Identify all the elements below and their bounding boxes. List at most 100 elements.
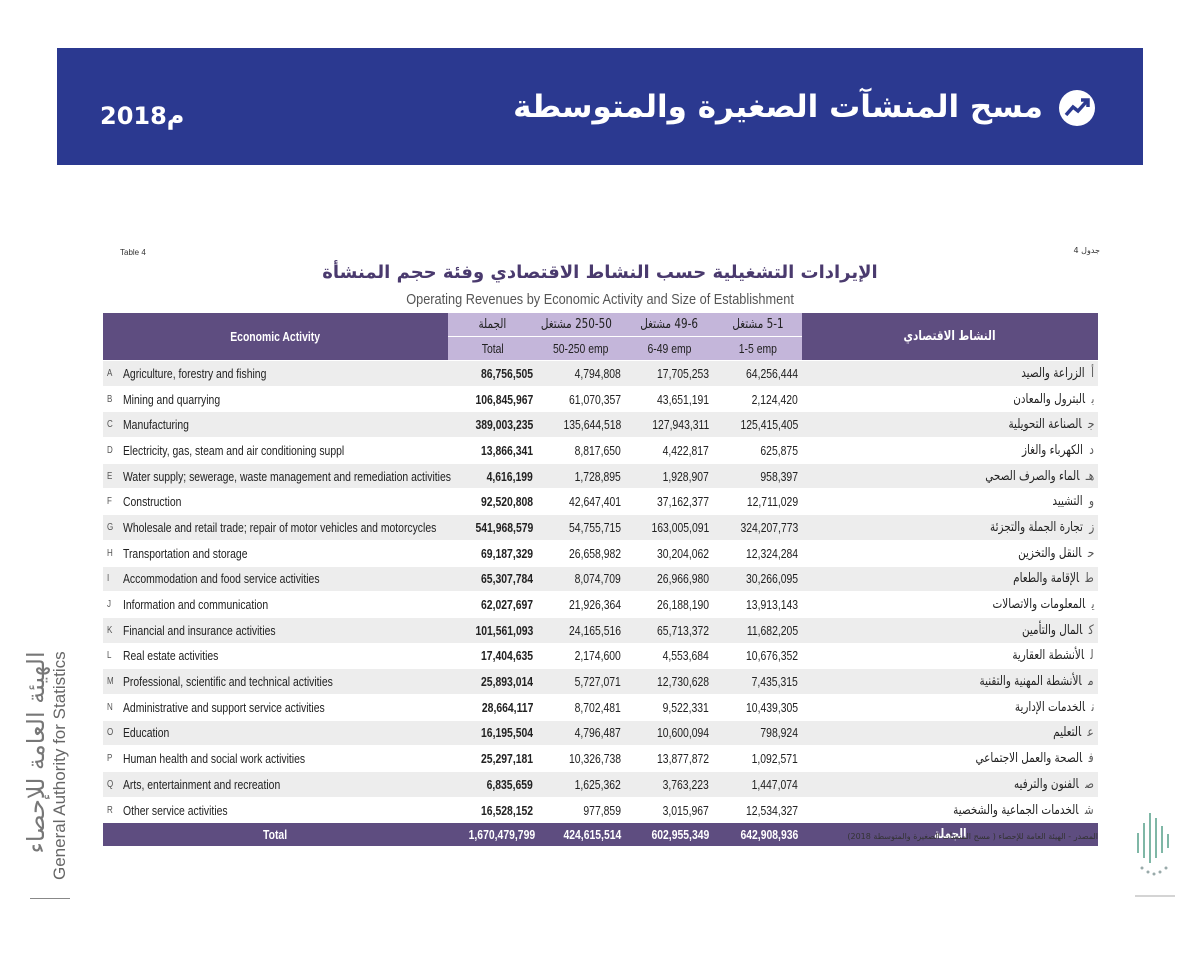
row-activity-en: Transportation and storage — [123, 545, 248, 561]
row-value: 8,702,481 — [574, 699, 621, 715]
row-value-cell: 61,070,357 — [537, 386, 625, 413]
row-activity-ar-cell: ز تجارة الجملة والتجزئة — [802, 514, 1098, 541]
row-code-cell: I — [103, 566, 119, 593]
row-activity-en-cell: Administrative and support service activ… — [119, 694, 448, 721]
header-activity-en-cell: Economic Activity — [103, 313, 448, 361]
row-code: F — [107, 496, 112, 508]
row-value-cell: 64,256,444 — [713, 360, 802, 387]
row-value: 12,324,284 — [745, 545, 798, 561]
row-activity-ar-cell: هـ الماء والصرف الصحي — [802, 463, 1098, 490]
row-value-cell: 10,600,094 — [625, 720, 713, 747]
row-code: A — [107, 367, 113, 379]
row-value-cell: 16,195,504 — [448, 720, 537, 747]
row-code: I — [107, 573, 110, 585]
row-value: 65,307,784 — [480, 571, 533, 587]
row-activity-ar: الصناعة التحويلية — [1008, 417, 1082, 433]
row-value: 798,924 — [760, 725, 798, 741]
row-activity-ar-cell: ع التعليم — [802, 720, 1098, 747]
row-value: 54,755,715 — [568, 519, 621, 535]
row-value-cell: 17,404,635 — [448, 643, 537, 670]
row-code: B — [107, 393, 113, 405]
row-activity-ar: النقل والتخزين — [1017, 545, 1082, 561]
row-value: 92,520,808 — [480, 494, 533, 510]
row-activity-ar: المعلومات والاتصالات — [992, 597, 1085, 613]
row-value: 2,124,420 — [751, 391, 798, 407]
row-code-ar: ج — [1087, 417, 1094, 433]
table-title-en: Operating Revenues by Economic Activity … — [0, 291, 1200, 308]
total-label-en: Total — [263, 827, 288, 843]
row-value-cell: 6,835,659 — [448, 771, 537, 798]
row-value: 10,600,094 — [656, 725, 709, 741]
row-value: 24,165,516 — [568, 622, 621, 638]
row-activity-ar-wrap: ف الصحة والعمل الاجتماعي — [976, 751, 1094, 766]
row-value-cell: 26,658,982 — [537, 540, 625, 567]
row-activity-en: Water supply; sewerage, waste management… — [123, 468, 451, 484]
row-activity-en: Other service activities — [123, 802, 228, 818]
row-value-cell: 25,297,181 — [448, 745, 537, 772]
row-value-cell: 389,003,235 — [448, 411, 537, 439]
row-activity-ar: تجارة الجملة والتجزئة — [989, 519, 1083, 535]
total-value-cell: 642,908,936 — [713, 822, 802, 848]
row-activity-en: Agriculture, forestry and fishing — [123, 365, 267, 381]
row-activity-ar-cell: ج الصناعة التحويلية — [802, 411, 1098, 439]
row-code-ar: ف — [1089, 751, 1094, 767]
row-value: 26,966,980 — [656, 571, 709, 587]
row-value-cell: 69,187,329 — [448, 540, 537, 567]
header-icon — [1059, 90, 1095, 126]
row-activity-ar-wrap: ط الإقامة والطعام — [1013, 571, 1094, 586]
row-code-ar: ع — [1087, 725, 1094, 741]
row-activity-ar: الخدمات الإدارية — [1014, 699, 1085, 715]
row-value-cell: 43,651,191 — [625, 386, 713, 413]
data-row: Q Arts, entertainment and recreation 6,835… — [103, 771, 1098, 798]
row-activity-en-cell: Real estate activities — [119, 643, 448, 670]
row-value-cell: 5,727,071 — [537, 668, 625, 695]
row-activity-en-cell: Accommodation and food service activitie… — [119, 566, 448, 593]
header-column-ar: الجملة — [478, 317, 507, 332]
row-activity-en: Information and communication — [123, 597, 269, 613]
row-activity-en: Education — [123, 725, 170, 741]
row-value-cell: 1,625,362 — [537, 771, 625, 798]
total-label-ar: الجملة — [933, 827, 967, 843]
row-value-cell: 13,877,872 — [625, 745, 713, 772]
row-code: E — [107, 470, 113, 482]
row-value: 28,664,117 — [481, 699, 533, 715]
header-band: مسح المنشآت الصغيرة والمتوسطة 2018م — [57, 48, 1143, 165]
data-row: F Construction 92,520,808 42,647,401 37,162,… — [103, 488, 1098, 516]
sidebar-name-en: General Authority for Statistics — [50, 651, 69, 880]
row-code: O — [107, 727, 114, 739]
row-activity-ar-cell: و التشييد — [802, 488, 1098, 516]
table-label-ar: جدول 4 — [1073, 246, 1100, 255]
data-row: K Financial and insurance activities 101,5… — [103, 617, 1098, 644]
row-activity-en: Construction — [123, 494, 182, 510]
total-value-cell: 1,670,479,799 — [448, 822, 537, 848]
row-value: 26,188,190 — [656, 597, 709, 613]
row-value: 13,913,143 — [745, 597, 798, 613]
data-row: L Real estate activities 17,404,635 2,174,6… — [103, 643, 1098, 670]
table-title-en-text: Operating Revenues by Economic Activity … — [406, 291, 794, 308]
row-code: G — [107, 521, 114, 533]
row-activity-ar-wrap: ن الخدمات الإدارية — [1015, 700, 1094, 715]
row-activity-ar-wrap: هـ الماء والصرف الصحي — [985, 469, 1094, 484]
row-activity-ar: الإقامة والطعام — [1013, 571, 1080, 587]
row-activity-ar: الفنون والترفيه — [1014, 776, 1079, 792]
row-value: 977,859 — [583, 802, 621, 818]
total-value: 642,908,936 — [740, 827, 798, 843]
row-value: 4,616,199 — [486, 468, 533, 484]
data-row: B Mining and quarrying 106,845,967 61,070,3… — [103, 386, 1098, 413]
row-value-cell: 958,397 — [713, 463, 802, 490]
row-code-cell: N — [103, 694, 119, 721]
row-activity-ar: الصحة والعمل الاجتماعي — [975, 751, 1083, 767]
row-activity-en-cell: Wholesale and retail trade; repair of mo… — [119, 514, 448, 541]
row-code-ar: ص — [1085, 776, 1094, 792]
row-value: 1,625,362 — [574, 776, 621, 792]
source-note: المصدر - الهيئة العامة للإحصاء ( مسح الم… — [847, 832, 1098, 841]
row-code-ar: ح — [1087, 545, 1094, 561]
row-value: 43,651,191 — [656, 391, 709, 407]
row-code-ar: م — [1088, 674, 1094, 690]
header-year: 2018م — [100, 102, 185, 130]
row-code-ar: ط — [1085, 571, 1094, 587]
row-code: C — [107, 419, 113, 431]
row-activity-ar-wrap: م الأنشطة المهنية والتقنية — [980, 674, 1094, 689]
row-activity-ar-cell: ل الأنشطة العقارية — [802, 643, 1098, 670]
row-value: 5,727,071 — [574, 674, 621, 690]
